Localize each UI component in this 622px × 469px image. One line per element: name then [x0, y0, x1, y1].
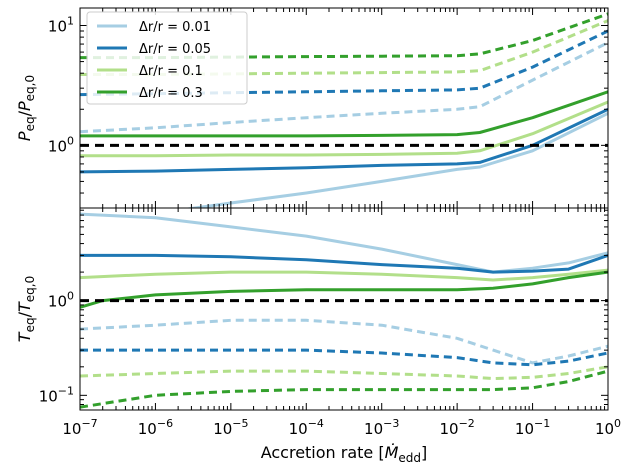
tick-exponent: −1	[534, 417, 550, 430]
tick-exponent: −4	[308, 417, 324, 430]
y-axis-label-part: /	[15, 311, 34, 317]
tick-exponent: −1	[58, 384, 74, 397]
tick-exponent: −7	[81, 417, 97, 430]
series-line-solid-0	[80, 212, 608, 274]
tick-base: 10	[62, 420, 81, 438]
tick-base: 10	[138, 420, 157, 438]
legend-label: Δr/r = 0.05	[139, 42, 211, 57]
plot-area	[80, 212, 608, 409]
y-tick-label: 100	[48, 290, 74, 311]
series-line-dashed-6	[80, 365, 608, 381]
legend-label: Δr/r = 0.01	[139, 20, 211, 35]
tick-exponent: −6	[157, 417, 173, 430]
tick-base: 10	[213, 420, 232, 438]
x-tick-label: 10−6	[138, 417, 173, 438]
y-tick-label: 101	[48, 15, 74, 36]
y-axis-label-part: /	[15, 110, 34, 116]
legend-label: Δr/r = 0.3	[139, 86, 203, 101]
axes-frame	[79, 207, 609, 411]
x-tick-label: 10−7	[62, 417, 97, 438]
tick-base: 10	[48, 18, 67, 36]
x-tick-label: 10−1	[515, 417, 550, 438]
x-tick-label: 10−3	[364, 417, 399, 438]
series-line-dashed-6	[80, 19, 608, 76]
x-tick-label: 10−5	[213, 417, 248, 438]
plot-area	[80, 12, 608, 208]
x-tick-label: 10−4	[289, 417, 324, 438]
series-line-dashed-5	[80, 348, 608, 367]
tick-base: 10	[48, 293, 67, 311]
y-axis-label-part: eq	[23, 317, 37, 332]
series-line-dashed-7	[80, 12, 608, 60]
tick-base: 10	[39, 387, 58, 405]
series-line-dashed-7	[80, 369, 608, 409]
y-axis-label-part: eq,0	[23, 276, 37, 302]
tick-exponent: 0	[67, 290, 74, 303]
tick-exponent: 0	[614, 417, 621, 430]
y-axis-label-part: P	[15, 131, 34, 141]
tick-base: 10	[364, 420, 383, 438]
y-axis-label: Teq/Teq,0	[15, 276, 37, 342]
series-line-dashed-5	[80, 29, 608, 97]
y-tick-label: 100	[48, 134, 74, 155]
tick-base: 10	[439, 420, 458, 438]
tick-exponent: −2	[459, 417, 475, 430]
y-axis-label-part: T	[15, 301, 34, 312]
x-tick-label: 100	[595, 417, 621, 438]
series-line-dashed-4	[80, 318, 608, 365]
tick-exponent: −5	[232, 417, 248, 430]
series-line-solid-0	[184, 111, 608, 208]
y-axis-label-part: P	[15, 101, 34, 111]
x-axis-label-part: edd	[398, 451, 421, 465]
tick-exponent: −3	[383, 417, 399, 430]
y-axis-label: Peq/Peq,0	[15, 75, 37, 141]
series-line-dashed-4	[80, 41, 608, 134]
tick-base: 10	[289, 420, 308, 438]
tick-base: 10	[515, 420, 534, 438]
tick-exponent: 1	[67, 15, 74, 28]
x-tick-label: 10−2	[439, 417, 474, 438]
y-axis-label-part: eq	[23, 116, 37, 131]
series-line-solid-2	[80, 268, 608, 282]
series-line-solid-3	[80, 90, 608, 138]
series-line-solid-1	[80, 253, 608, 274]
series-line-solid-1	[80, 107, 608, 174]
tick-base: 10	[595, 420, 614, 438]
legend-box	[86, 11, 248, 105]
y-axis-label-part: eq,0	[23, 75, 37, 101]
x-axis-label-part: Ṁ	[385, 443, 399, 462]
series-line-solid-3	[80, 270, 608, 309]
legend-label: Δr/r = 0.1	[139, 64, 203, 79]
x-axis-label-part: Accretion rate [	[261, 443, 385, 462]
tick-base: 10	[48, 137, 67, 155]
x-axis-label: Accretion rate [Ṁedd]	[261, 443, 428, 465]
legend: Δr/r = 0.01 Δr/r = 0.05 Δr/r = 0.1 Δr/r = 0…	[86, 11, 248, 105]
y-axis-label-part: T	[15, 331, 34, 342]
x-axis-label-part: ]	[421, 443, 427, 462]
y-tick-label: 10−1	[39, 384, 74, 405]
tick-exponent: 0	[67, 134, 74, 147]
series-line-solid-2	[80, 100, 608, 158]
